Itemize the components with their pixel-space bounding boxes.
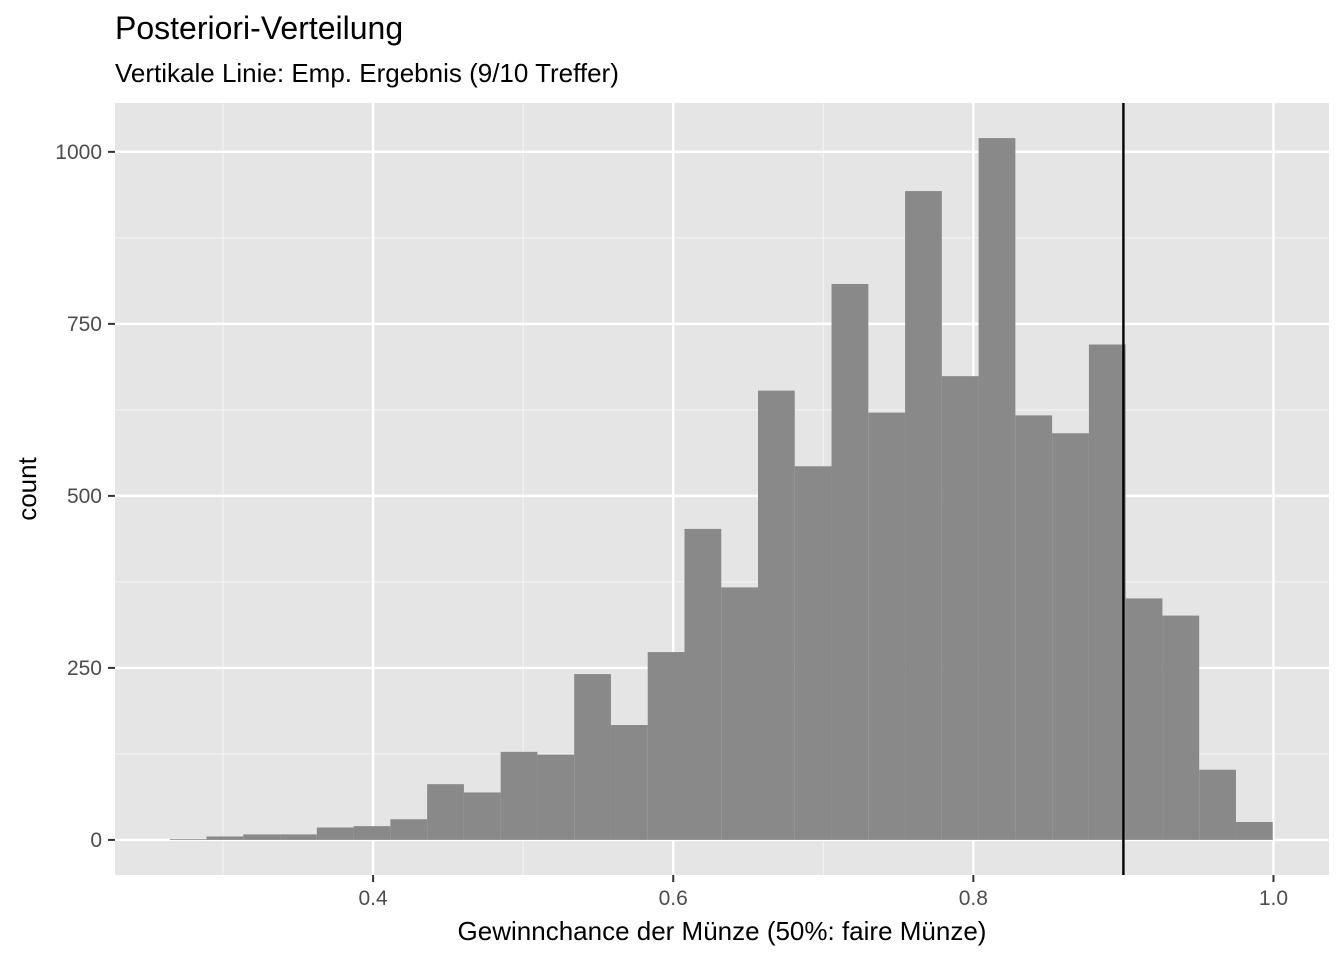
y-axis-title: count <box>12 456 42 520</box>
x-tick-label: 1.0 <box>1259 887 1288 910</box>
y-axis-ticks: 0 250 500 750 1000 <box>55 141 115 852</box>
histogram-bar <box>463 792 501 840</box>
y-tick-label: 750 <box>67 313 102 336</box>
histogram-bar <box>1235 822 1273 840</box>
x-tick-label: 0.6 <box>659 887 688 910</box>
histogram-bar <box>758 390 795 840</box>
y-tick-label: 250 <box>67 657 102 680</box>
y-tick-label: 0 <box>90 829 102 852</box>
histogram-bar <box>1125 598 1163 840</box>
histogram-bar <box>243 834 281 840</box>
histogram-bar <box>868 412 906 840</box>
histogram-bar <box>721 587 759 840</box>
histogram-bar <box>390 819 428 840</box>
x-axis-ticks: 0.4 0.6 0.8 1.0 <box>359 875 1288 910</box>
histogram-bar <box>574 674 611 840</box>
histogram-bar <box>684 528 722 840</box>
histogram-bar <box>427 784 464 840</box>
y-tick-label: 1000 <box>55 141 102 164</box>
histogram-bars <box>169 138 1273 841</box>
histogram-bar <box>280 834 317 840</box>
histogram-bar <box>831 283 869 840</box>
histogram-bar <box>794 466 832 840</box>
histogram-bar <box>647 652 685 840</box>
histogram-bar <box>500 751 538 840</box>
histogram-bar <box>1162 615 1200 840</box>
histogram-bar <box>537 754 575 840</box>
histogram-bar <box>1088 344 1126 840</box>
histogram-bar <box>610 725 648 840</box>
histogram-bar <box>169 839 207 841</box>
histogram-bar <box>905 191 942 840</box>
chart-subtitle: Vertikale Linie: Emp. Ergebnis (9/10 Tre… <box>115 58 619 88</box>
histogram-bar <box>1199 769 1236 840</box>
histogram-bar <box>206 836 244 840</box>
histogram-bar <box>316 827 354 840</box>
histogram-bar <box>1052 433 1089 840</box>
chart-title: Posteriori-Verteilung <box>115 10 403 46</box>
histogram-bar <box>353 826 391 840</box>
x-tick-label: 0.8 <box>959 887 988 910</box>
x-tick-label: 0.4 <box>359 887 389 910</box>
x-axis-title: Gewinnchance der Münze (50%: faire Münze… <box>458 916 987 946</box>
histogram-bar <box>978 138 1016 840</box>
y-tick-label: 500 <box>67 485 102 508</box>
histogram-bar <box>941 376 979 840</box>
histogram-bar <box>1015 415 1053 840</box>
